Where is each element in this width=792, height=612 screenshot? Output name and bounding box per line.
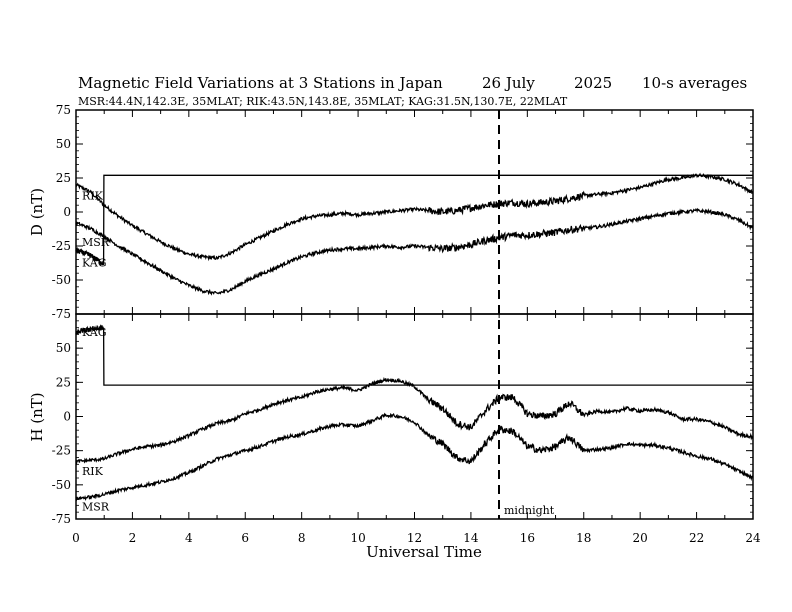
x-tick-label: 12 xyxy=(407,531,422,545)
h-ytick-label: -50 xyxy=(52,478,71,492)
d-ytick-label: -75 xyxy=(52,307,71,321)
h-series-kag-early xyxy=(75,324,105,335)
h-series-msr xyxy=(75,412,754,502)
h-label-kag: KAG xyxy=(82,326,107,339)
figure-title: Magnetic Field Variations at 3 Stations … xyxy=(78,74,443,92)
stations-line: MSR:44.4N,142.3E, 35MLAT; RIK:43.5N,143.… xyxy=(78,95,568,108)
series-labels-layer: RIK MSR KAG RIK MSR KAG xyxy=(82,190,110,514)
d-series-kag-early xyxy=(75,247,105,267)
d-label-kag: KAG xyxy=(82,256,107,269)
d-series-kag xyxy=(102,174,753,264)
h-series-rik xyxy=(75,376,754,466)
d-label-rik: RIK xyxy=(82,190,104,203)
h-panel-frame xyxy=(75,313,754,520)
h-label-msr: MSR xyxy=(82,501,110,514)
x-tick-label: 0 xyxy=(72,531,80,545)
h-series-kag xyxy=(102,327,753,386)
x-tick-label: 4 xyxy=(185,531,193,545)
h-ytick-label: 50 xyxy=(56,341,71,355)
x-tick-label: 2 xyxy=(129,531,137,545)
x-axis-title: Universal Time xyxy=(366,543,482,561)
h-ytick-label: -75 xyxy=(52,512,71,526)
figure-year: 2025 xyxy=(574,74,612,92)
h-ytick-label: -25 xyxy=(52,444,71,458)
x-tick-label: 24 xyxy=(745,531,761,545)
d-ytick-label: 50 xyxy=(56,137,71,151)
d-ytick-label: 0 xyxy=(63,205,71,219)
d-series-msr xyxy=(75,207,754,296)
x-tick-label: 8 xyxy=(298,531,306,545)
midnight-label: midnight xyxy=(504,504,555,517)
x-tick-label: 6 xyxy=(241,531,249,545)
h-ytick-label: 0 xyxy=(63,410,71,424)
d-panel-frame xyxy=(75,109,754,315)
d-ytick-label: -25 xyxy=(52,239,71,253)
d-label-msr: MSR xyxy=(82,236,110,249)
d-ytick-label: -50 xyxy=(52,273,71,287)
x-tick-label: 10 xyxy=(350,531,365,545)
x-tick-label: 14 xyxy=(463,531,479,545)
series-layer xyxy=(75,172,754,502)
h-ytick-label: 25 xyxy=(56,375,71,389)
figure-averaging: 10-s averages xyxy=(642,74,747,92)
d-series-rik xyxy=(75,172,754,262)
d-y-axis-title: D (nT) xyxy=(28,188,46,236)
x-tick-label: 22 xyxy=(689,531,704,545)
h-label-rik: RIK xyxy=(82,465,104,478)
h-y-axis-title: H (nT) xyxy=(28,392,46,441)
x-tick-label: 18 xyxy=(576,531,591,545)
figure-date: 26 July xyxy=(482,74,535,92)
d-ytick-label: 75 xyxy=(56,103,71,117)
x-tick-label: 20 xyxy=(633,531,648,545)
x-tick-label: 16 xyxy=(520,531,535,545)
d-ytick-label: 25 xyxy=(56,171,71,185)
